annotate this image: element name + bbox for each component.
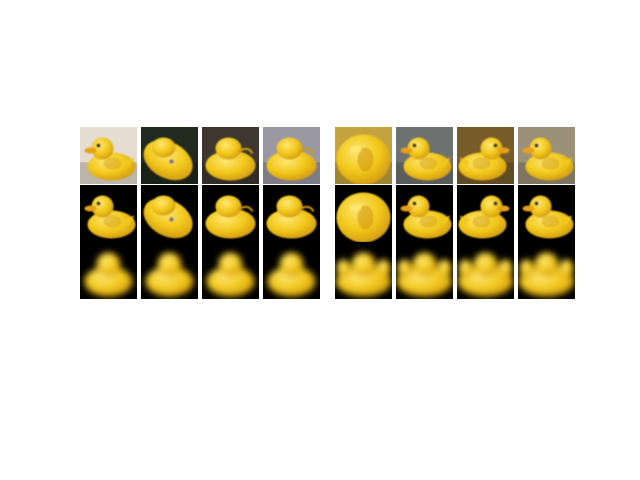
panel-column-2 (141, 127, 198, 299)
panel-column-3 (457, 127, 514, 299)
panel-grid (80, 127, 575, 299)
duck-shape (400, 195, 452, 239)
panel-row-1 (335, 127, 392, 184)
right-group (335, 127, 575, 299)
panel-column-1 (80, 127, 137, 299)
panel-row-1 (396, 127, 453, 184)
duck-shape (336, 134, 391, 184)
panel-row-2 (457, 185, 514, 242)
duck-shape (266, 137, 317, 181)
panel-row-2 (518, 185, 575, 242)
duck-shape (145, 252, 194, 297)
panel-column-2 (396, 127, 453, 299)
duck-shape (84, 195, 136, 239)
panel-row-3 (335, 242, 392, 299)
panel-row-3 (396, 242, 453, 299)
duck-shape (84, 137, 136, 181)
panel-row-2 (202, 185, 259, 242)
duck-shape (267, 252, 316, 297)
panel-column-1 (335, 127, 392, 299)
panel-row-3 (457, 242, 514, 299)
panel-row-2 (80, 185, 137, 242)
duck-shape (458, 195, 510, 239)
duck-shape (143, 137, 193, 181)
duck-shape (336, 192, 391, 242)
panel-row-1 (80, 127, 137, 184)
panel-row-1 (263, 127, 320, 184)
panel-row-3 (263, 242, 320, 299)
duck-shape (518, 252, 575, 297)
duck-shape (206, 252, 255, 297)
panel-row-2 (335, 185, 392, 242)
panel-row-3 (80, 242, 137, 299)
duck-shape (205, 195, 256, 239)
duck-shape (522, 137, 574, 181)
duck-shape (266, 195, 317, 239)
panel-column-4 (518, 127, 575, 299)
panel-row-1 (141, 127, 198, 184)
left-group (80, 127, 320, 299)
panel-row-3 (518, 242, 575, 299)
duck-shape (396, 252, 453, 297)
panel-row-2 (263, 185, 320, 242)
duck-shape (84, 252, 133, 297)
duck-shape (522, 195, 574, 239)
panel-row-1 (457, 127, 514, 184)
panel-row-1 (202, 127, 259, 184)
panel-row-3 (202, 242, 259, 299)
panel-row-2 (396, 185, 453, 242)
duck-shape (143, 195, 193, 239)
panel-column-4 (263, 127, 320, 299)
duck-shape (335, 252, 392, 297)
duck-shape (458, 137, 510, 181)
panel-row-3 (141, 242, 198, 299)
panel-row-2 (141, 185, 198, 242)
duck-shape (457, 252, 514, 297)
panel-column-3 (202, 127, 259, 299)
duck-shape (205, 137, 256, 181)
panel-row-1 (518, 127, 575, 184)
duck-shape (400, 137, 452, 181)
